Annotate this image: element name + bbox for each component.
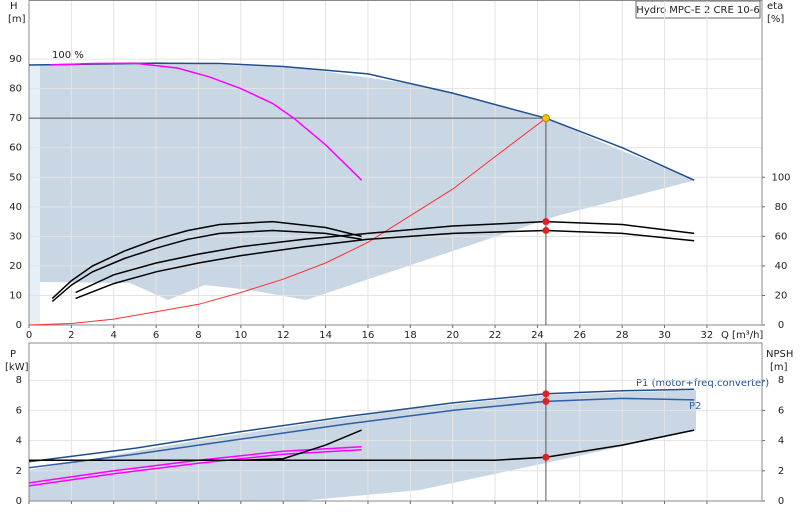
- x-tick-label: 2: [68, 330, 74, 341]
- y-tick-label: 4: [16, 436, 22, 447]
- y2-tick-label: 0: [778, 496, 784, 507]
- curve: [50, 62, 363, 181]
- operating-point: [541, 114, 550, 123]
- x-tick-label: 12: [277, 330, 290, 341]
- y2-tick-label: 8: [778, 375, 784, 386]
- curve: [51, 229, 362, 302]
- plot-frame: [28, 342, 763, 502]
- power-range: [29, 390, 696, 501]
- x-tick-label: 14: [319, 330, 332, 341]
- y2-tick-label: 6: [778, 405, 784, 416]
- y2-tick-label: 60: [775, 231, 788, 242]
- x-tick-label: 26: [573, 330, 586, 341]
- y-tick-label: 80: [9, 84, 22, 95]
- y2-tick-label: 0: [778, 320, 784, 331]
- x-tick-label: 28: [616, 330, 629, 341]
- y-tick-label: 0: [16, 496, 22, 507]
- y2-tick-label: 2: [778, 466, 784, 477]
- y-label: P: [10, 349, 16, 360]
- curve: [75, 229, 695, 300]
- x-tick-label: 24: [531, 330, 544, 341]
- x-tick-label: 22: [489, 330, 502, 341]
- y-tick-label: 30: [9, 231, 22, 242]
- chart-title: Hydro MPC-E 2 CRE 10-6: [636, 5, 759, 16]
- curve: [28, 388, 695, 463]
- curve: [28, 397, 695, 469]
- plot-frame: [28, 0, 763, 326]
- y-tick-label: 50: [9, 172, 22, 183]
- y2-tick-label: 100: [771, 172, 790, 183]
- curve: [51, 220, 362, 299]
- y-tick-label: 70: [9, 113, 22, 124]
- y2-tick-label: 40: [775, 261, 788, 272]
- x-tick-label: 20: [446, 330, 459, 341]
- operating-point: [542, 390, 550, 398]
- operating-point: [542, 397, 550, 405]
- y2-tick-label: 4: [778, 436, 784, 447]
- y2-label: eta: [767, 1, 783, 12]
- y-tick-label: 20: [9, 261, 22, 272]
- y2-unit: [m]: [770, 362, 788, 373]
- y2-label: NPSH: [766, 349, 793, 360]
- y-tick-label: 40: [9, 202, 22, 213]
- x-tick-label: 0: [26, 330, 32, 341]
- x-tick-label: 6: [153, 330, 159, 341]
- curve: [75, 220, 695, 294]
- series-label: P1 (motor+freq.converter): [636, 378, 769, 389]
- x-tick-label: 8: [195, 330, 201, 341]
- x-tick-label: 32: [701, 330, 714, 341]
- operating-range-edge: [29, 64, 40, 325]
- y2-unit: [%]: [767, 14, 784, 25]
- series-label: P2: [689, 401, 701, 412]
- x-tick-label: 30: [658, 330, 671, 341]
- operating-point: [542, 218, 550, 226]
- y-tick-label: 90: [9, 54, 22, 65]
- x-tick-label: 16: [362, 330, 375, 341]
- y-tick-label: 0: [16, 320, 22, 331]
- x-tick-label: 18: [404, 330, 417, 341]
- x-tick-label: 10: [234, 330, 247, 341]
- y-unit: [kW]: [5, 362, 29, 373]
- curve: [28, 448, 362, 487]
- operating-point: [542, 226, 550, 234]
- curve: [28, 117, 547, 326]
- y-label: H: [10, 1, 18, 12]
- y-tick-label: 8: [16, 375, 22, 386]
- x-label: Q [m³/h]: [721, 330, 763, 341]
- y2-tick-label: 80: [775, 202, 788, 213]
- curve: [29, 429, 362, 461]
- x-tick-label: 4: [111, 330, 117, 341]
- y-tick-label: 6: [16, 405, 22, 416]
- annotation: 100 %: [52, 50, 84, 61]
- y-tick-label: 10: [9, 290, 22, 301]
- operating-point: [542, 453, 550, 461]
- y-tick-label: 60: [9, 143, 22, 154]
- y2-tick-label: 20: [775, 290, 788, 301]
- y-tick-label: 2: [16, 466, 22, 477]
- y-unit: [m]: [8, 14, 26, 25]
